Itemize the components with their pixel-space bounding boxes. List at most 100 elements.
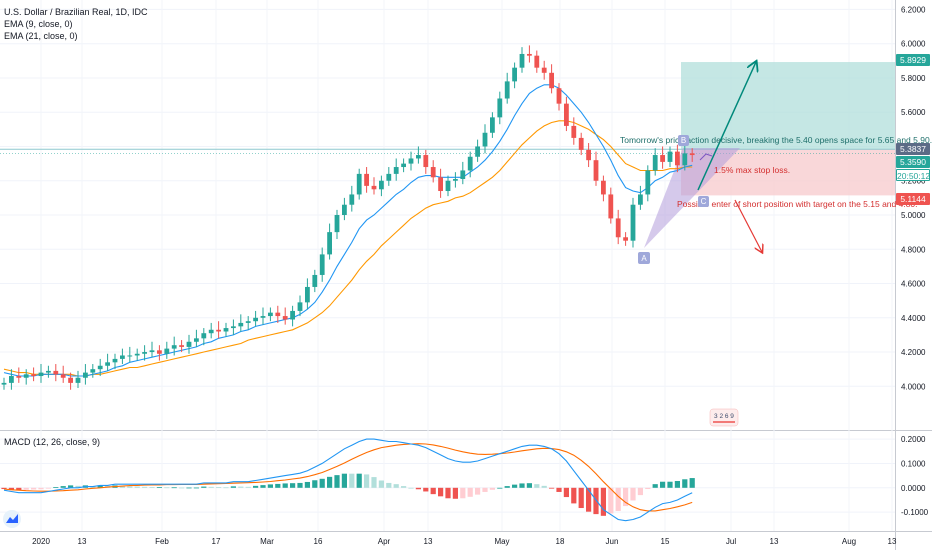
- candle[interactable]: [201, 333, 207, 339]
- macd-histogram-bar[interactable]: [97, 485, 103, 488]
- tradingview-logo-icon[interactable]: [3, 510, 21, 528]
- macd-histogram-bar[interactable]: [253, 485, 259, 488]
- candle[interactable]: [467, 156, 473, 171]
- candle[interactable]: [297, 302, 303, 311]
- candle[interactable]: [253, 317, 258, 322]
- drawings[interactable]: [697, 62, 762, 252]
- macd-histogram-bar[interactable]: [45, 487, 51, 489]
- candle[interactable]: [556, 88, 562, 104]
- pattern-label-b-box[interactable]: [678, 135, 689, 146]
- macd-histogram-bar[interactable]: [23, 487, 29, 490]
- candle[interactable]: [90, 369, 96, 373]
- candle[interactable]: [423, 155, 429, 168]
- macd-histogram-bar[interactable]: [482, 487, 488, 492]
- macd-histogram-bar[interactable]: [608, 487, 614, 514]
- candle[interactable]: [179, 345, 184, 347]
- macd-histogram-bar[interactable]: [171, 487, 177, 489]
- candle[interactable]: [9, 376, 14, 383]
- macd-histogram-bar[interactable]: [667, 481, 673, 488]
- candle[interactable]: [31, 374, 36, 377]
- candle[interactable]: [601, 180, 606, 195]
- candle[interactable]: [157, 350, 162, 354]
- long-target-zone[interactable]: [681, 62, 895, 150]
- candle[interactable]: [438, 177, 443, 192]
- candle[interactable]: [379, 180, 384, 190]
- candle[interactable]: [593, 160, 599, 181]
- candle[interactable]: [164, 348, 170, 354]
- macd-histogram-bar[interactable]: [216, 487, 222, 488]
- macd-histogram-bar[interactable]: [223, 487, 229, 489]
- candle[interactable]: [541, 67, 547, 73]
- macd-histogram-bar[interactable]: [467, 487, 473, 497]
- macd-histogram-bar[interactable]: [68, 485, 74, 488]
- macd-histogram-bar[interactable]: [245, 486, 251, 488]
- candle[interactable]: [675, 151, 680, 166]
- candle[interactable]: [275, 312, 281, 317]
- macd-histogram-bar[interactable]: [327, 476, 333, 488]
- macd-histogram-bar[interactable]: [238, 486, 244, 488]
- macd-histogram-bar[interactable]: [660, 481, 666, 488]
- candle[interactable]: [23, 374, 29, 378]
- macd-histogram-bar[interactable]: [119, 485, 125, 488]
- candle[interactable]: [268, 312, 273, 317]
- macd-histogram-bar[interactable]: [378, 480, 384, 488]
- candle[interactable]: [120, 355, 125, 359]
- candle[interactable]: [53, 370, 59, 375]
- candle[interactable]: [364, 173, 369, 186]
- candle[interactable]: [97, 365, 103, 370]
- candle[interactable]: [578, 137, 584, 150]
- candle[interactable]: [689, 153, 695, 156]
- macd-histogram-bar[interactable]: [371, 477, 377, 488]
- macd-histogram-bar[interactable]: [489, 487, 495, 490]
- macd-histogram-bar[interactable]: [186, 487, 192, 489]
- symbol-title[interactable]: U.S. Dollar / Brazilian Real, 1D, IDC: [4, 7, 148, 17]
- macd-histogram-bar[interactable]: [60, 486, 66, 488]
- candle[interactable]: [60, 374, 66, 378]
- macd-histogram-bar[interactable]: [142, 486, 148, 488]
- pattern-label-a-box[interactable]: [638, 252, 650, 264]
- candle[interactable]: [334, 215, 340, 233]
- macd-histogram-bar[interactable]: [260, 485, 266, 488]
- macd-histogram-bar[interactable]: [127, 486, 133, 488]
- macd-histogram-bar[interactable]: [290, 483, 296, 488]
- macd-histogram-bar[interactable]: [364, 474, 370, 488]
- macd-histogram-bar[interactable]: [319, 478, 325, 488]
- macd-histogram-bar[interactable]: [193, 487, 199, 489]
- candle[interactable]: [460, 170, 466, 180]
- macd-histogram-bar[interactable]: [652, 484, 658, 488]
- candle[interactable]: [615, 218, 621, 238]
- macd-histogram-bar[interactable]: [460, 487, 466, 499]
- macd-histogram-bar[interactable]: [230, 486, 236, 488]
- macd-histogram-bar[interactable]: [519, 483, 525, 488]
- candle[interactable]: [660, 155, 665, 162]
- macd-histogram-bar[interactable]: [682, 479, 688, 488]
- macd-histogram-bar[interactable]: [341, 473, 347, 488]
- candle[interactable]: [16, 376, 22, 378]
- candle[interactable]: [1, 382, 7, 385]
- macd-histogram-bar[interactable]: [31, 487, 37, 490]
- candle[interactable]: [83, 372, 88, 378]
- macd-histogram-bar[interactable]: [156, 487, 162, 488]
- candle[interactable]: [231, 326, 236, 329]
- candle[interactable]: [194, 338, 199, 342]
- macd-histogram-bar[interactable]: [452, 487, 458, 499]
- macd-histogram-bar[interactable]: [615, 487, 621, 511]
- macd-histogram-bar[interactable]: [393, 484, 399, 488]
- macd-histogram-bar[interactable]: [201, 486, 207, 488]
- macd-histogram-bar[interactable]: [164, 487, 170, 489]
- macd-histogram-bar[interactable]: [430, 487, 436, 495]
- macd-histogram-bar[interactable]: [208, 486, 214, 488]
- macd-histogram-bar[interactable]: [267, 484, 273, 488]
- macd-histogram-bar[interactable]: [637, 487, 643, 496]
- candle[interactable]: [208, 329, 214, 334]
- candle[interactable]: [682, 153, 688, 166]
- candle[interactable]: [534, 55, 540, 68]
- macd-histogram-bar[interactable]: [689, 478, 695, 488]
- macd-histogram-bar[interactable]: [38, 487, 44, 490]
- macd-histogram-bar[interactable]: [563, 487, 569, 498]
- candle[interactable]: [245, 321, 251, 323]
- ema21-legend[interactable]: EMA (21, close, 0): [4, 31, 78, 41]
- candle[interactable]: [371, 185, 377, 190]
- candle[interactable]: [416, 155, 421, 159]
- candle[interactable]: [312, 274, 318, 287]
